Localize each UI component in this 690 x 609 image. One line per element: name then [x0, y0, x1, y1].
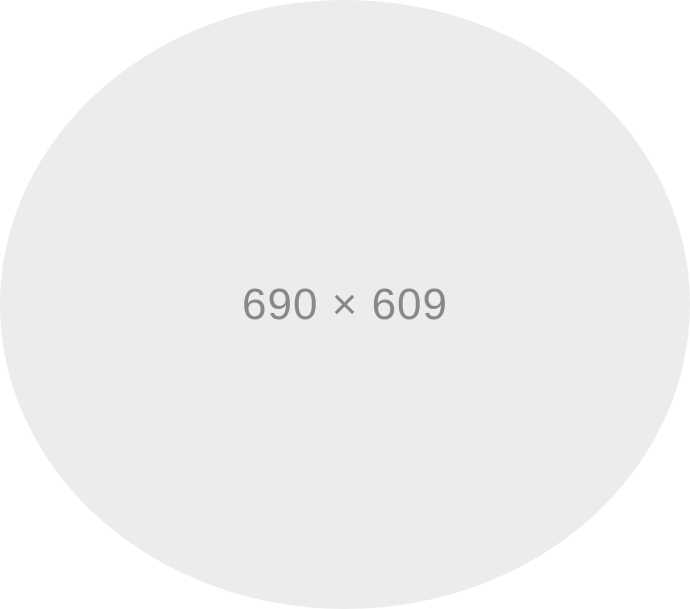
placeholder-dimensions-label: 690 × 609 — [242, 279, 448, 329]
